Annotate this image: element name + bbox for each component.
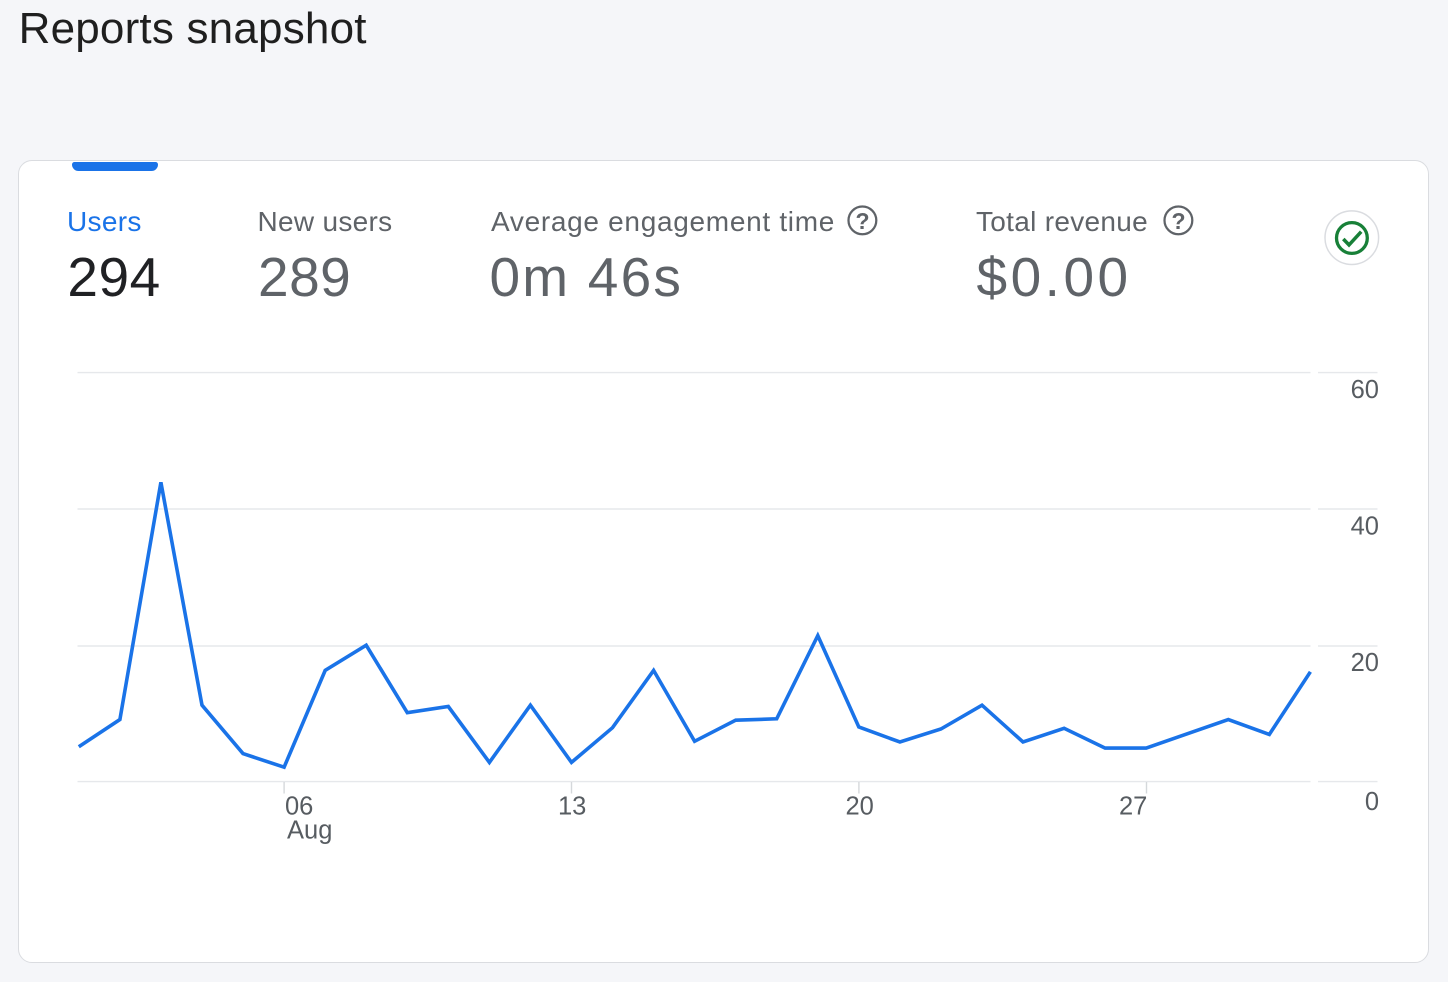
svg-text:0: 0 xyxy=(1365,788,1379,816)
svg-text:20: 20 xyxy=(846,793,874,821)
svg-text:27: 27 xyxy=(1119,793,1147,821)
svg-text:?: ? xyxy=(1171,208,1185,234)
svg-text:13: 13 xyxy=(558,793,586,821)
svg-text:40: 40 xyxy=(1351,512,1379,540)
svg-text:60: 60 xyxy=(1351,376,1379,404)
svg-text:Aug: Aug xyxy=(287,816,332,844)
svg-text:06: 06 xyxy=(285,793,313,821)
svg-text:?: ? xyxy=(855,208,869,234)
svg-text:20: 20 xyxy=(1351,649,1379,677)
